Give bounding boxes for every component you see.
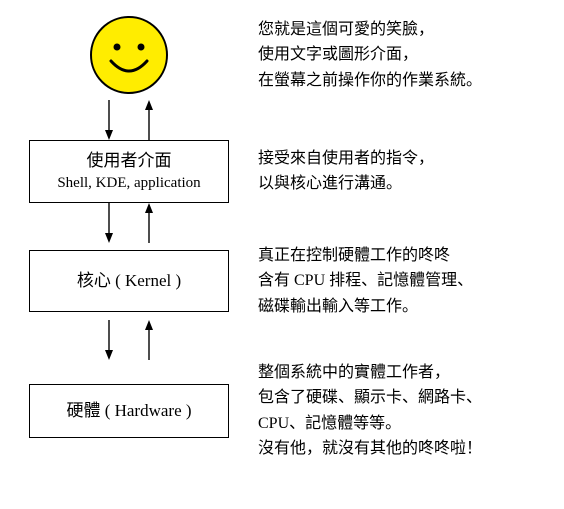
node-kernel: 核心 ( Kernel ) [29, 250, 229, 312]
arrow-pair-2 [14, 320, 244, 360]
arrow-pair-0 [14, 100, 244, 140]
node-title: 硬體 ( Hardware ) [34, 399, 224, 423]
desc-line: 接受來自使用者的指令， [258, 150, 434, 167]
desc-line: 您就是這個可愛的笑臉， [258, 21, 434, 38]
desc-line: 使用文字或圖形介面， [258, 46, 418, 63]
layer-2-desc: 真正在控制硬體工作的咚咚 含有 CPU 排程、記憶體管理、 磁碟輸出輸入等工作。 [244, 243, 550, 320]
desc-line: 以與核心進行溝通。 [258, 175, 402, 192]
layer-0-desc: 您就是這個可愛的笑臉， 使用文字或圖形介面， 在螢幕之前操作你的作業系統。 [244, 17, 550, 94]
desc-line: CPU、記憶體等等。 [258, 415, 401, 432]
desc-line: 沒有他，就沒有其他的咚咚啦！ [258, 440, 482, 457]
layer-1-desc: 接受來自使用者的指令， 以與核心進行溝通。 [244, 146, 550, 197]
node-title: 核心 ( Kernel ) [34, 269, 224, 293]
node-title: 使用者介面 [34, 149, 224, 173]
arrow-pair-1 [14, 203, 244, 243]
node-shell: 使用者介面 Shell, KDE, application [29, 140, 229, 203]
desc-line: 包含了硬碟、顯示卡、網路卡、 [258, 389, 482, 406]
desc-line: 整個系統中的實體工作者， [258, 364, 450, 381]
node-subtitle: Shell, KDE, application [34, 173, 224, 194]
layer-3-desc: 整個系統中的實體工作者， 包含了硬碟、顯示卡、網路卡、 CPU、記憶體等等。 沒… [244, 360, 550, 462]
node-hardware: 硬體 ( Hardware ) [29, 384, 229, 438]
desc-line: 真正在控制硬體工作的咚咚 [258, 247, 450, 264]
desc-line: 磁碟輸出輸入等工作。 [258, 298, 418, 315]
desc-line: 含有 CPU 排程、記憶體管理、 [258, 272, 473, 289]
desc-line: 在螢幕之前操作你的作業系統。 [258, 72, 482, 89]
user-smiley [89, 10, 169, 100]
